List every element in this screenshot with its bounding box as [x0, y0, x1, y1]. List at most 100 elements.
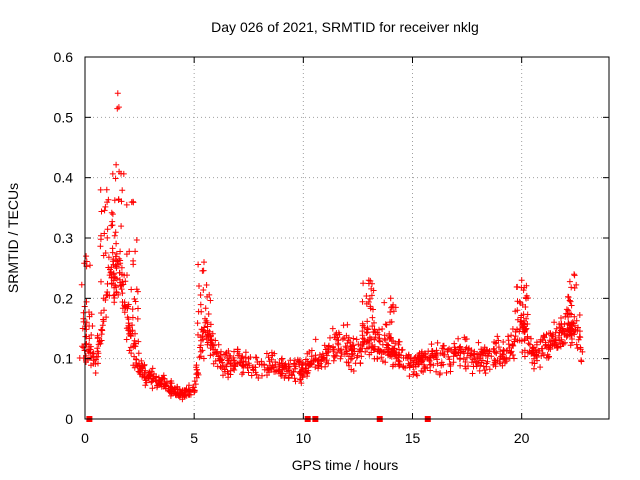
data-point: [132, 248, 139, 255]
data-point: [568, 311, 575, 318]
data-point: [530, 347, 537, 354]
data-point: [203, 282, 210, 288]
data-point: [281, 374, 288, 381]
data-point: [576, 333, 583, 340]
data-point: [544, 351, 551, 358]
data-point: [559, 340, 566, 347]
data-point: [285, 366, 292, 373]
data-point: [113, 288, 120, 295]
data-point: [259, 372, 265, 379]
data-point: [512, 308, 519, 315]
data-point: [567, 342, 574, 349]
data-point: [111, 273, 118, 280]
data-point: [225, 357, 232, 364]
data-point: [125, 301, 132, 308]
x-tick-label: 10: [296, 430, 312, 446]
data-point: [447, 361, 454, 368]
data-point: [133, 237, 140, 243]
y-tick-label: 0: [65, 411, 73, 427]
data-point: [526, 341, 533, 348]
data-point: [179, 396, 186, 403]
data-point: [113, 161, 120, 168]
data-point: [330, 357, 337, 364]
data-point: [383, 344, 390, 351]
data-point: [118, 223, 125, 230]
data-point: [392, 340, 399, 347]
data-point: [129, 322, 136, 329]
data-point: [210, 342, 217, 349]
data-point: [271, 364, 278, 371]
data-point: [491, 359, 498, 366]
data-point: [312, 355, 319, 362]
data-point: [123, 201, 130, 208]
data-point: [480, 348, 487, 355]
data-point: [567, 298, 574, 305]
data-point: [325, 345, 331, 351]
data-point: [425, 348, 432, 355]
data-point: [463, 336, 470, 342]
data-point: [549, 341, 556, 347]
data-point: [371, 346, 378, 353]
data-point: [116, 269, 123, 276]
data-point: [98, 208, 105, 215]
axis-ticks: [84, 56, 609, 420]
data-point: [121, 309, 128, 316]
data-point: [242, 354, 249, 361]
data-point: [205, 334, 212, 341]
data-point: [83, 359, 89, 365]
data-point: [214, 348, 221, 355]
data-point: [111, 232, 118, 239]
data-point: [505, 337, 512, 344]
data-point: [124, 272, 130, 279]
data-point: [231, 367, 238, 373]
data-point: [456, 356, 463, 363]
data-point: [521, 347, 528, 354]
data-point: [109, 170, 116, 177]
data-point: [191, 378, 198, 385]
data-point: [228, 363, 234, 370]
data-point: [539, 337, 546, 344]
data-point: [125, 320, 132, 327]
data-point: [197, 301, 204, 308]
data-point: [279, 355, 285, 362]
data-point: [100, 252, 107, 259]
data-point: [552, 337, 559, 344]
y-tick-label: 0.6: [54, 49, 74, 65]
data-point: [444, 348, 451, 355]
data-point: [128, 286, 135, 293]
data-point: [524, 321, 531, 327]
data-point: [331, 334, 338, 341]
data-point: [374, 329, 381, 336]
data-point: [261, 366, 268, 373]
data-point: [557, 324, 564, 331]
data-point: [98, 232, 104, 239]
data-point: [511, 338, 518, 345]
data-point: [491, 349, 498, 355]
data-point: [244, 365, 251, 371]
data-point: [103, 186, 110, 193]
data-point: [576, 312, 583, 318]
data-point: [556, 329, 563, 336]
data-point: [528, 335, 534, 342]
data-point: [204, 319, 211, 326]
data-point: [537, 364, 544, 371]
data-point: [528, 350, 535, 357]
data-point: [433, 368, 440, 375]
data-point: [494, 333, 501, 340]
data-point: [382, 359, 389, 366]
data-point: [135, 305, 141, 312]
data-point: [165, 387, 172, 394]
data-point: [369, 323, 376, 330]
data-point: [566, 297, 573, 304]
data-point: [139, 365, 146, 372]
data-point: [482, 370, 489, 377]
data-point: [347, 345, 354, 352]
data-point: [369, 342, 376, 348]
data-point: [503, 356, 510, 363]
data-point: [131, 353, 138, 360]
data-point: [491, 345, 498, 352]
data-point: [477, 351, 484, 358]
data-point: [118, 286, 125, 293]
x-tick-label: 20: [514, 430, 530, 446]
data-point: [455, 335, 462, 342]
